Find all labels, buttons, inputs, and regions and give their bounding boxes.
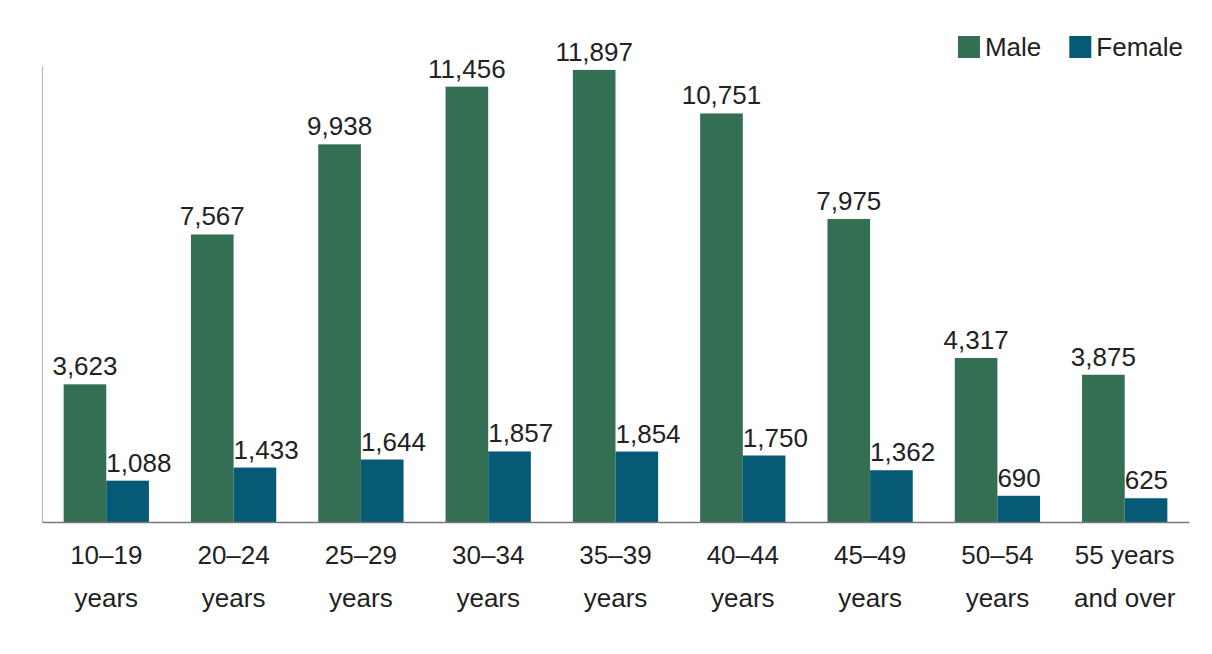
bar [616,452,659,522]
x-tick: 40–44 years [707,540,779,613]
x-tick-label-line: 55 years [1075,540,1175,570]
bar [700,113,743,522]
data-label: 1,750 [743,423,808,453]
data-label: 3,623 [52,351,117,381]
data-labels: 3,623 7,567 9,938 11,456 11,897 10,751 7,975 4,… [52,37,1168,495]
x-tick-label-line: years [202,583,266,613]
legend-label: Female [1096,32,1183,62]
x-tick-label-line: years [74,583,138,613]
x-tick-label-line: 45–49 [834,540,906,570]
data-label: 10,751 [682,80,762,110]
legend-swatch [1069,36,1091,58]
data-label: 690 [997,463,1040,493]
legend-item: Female [1069,32,1183,62]
x-tick-label-line: 20–24 [197,540,269,570]
bar [827,219,870,522]
x-tick-label: 30–34 years [452,540,524,613]
x-tick: 25–29 years [325,540,397,613]
data-label: 7,975 [816,186,881,216]
y-axis [42,67,43,523]
data-label: 7,567 [180,201,245,231]
x-tick-label: 20–24 years [197,540,269,613]
bar [318,144,361,522]
x-tick-label: 25–29 years [325,540,397,613]
x-tick: 10–19 years [70,540,142,613]
y-axis-line [42,67,43,523]
bars [64,70,1168,522]
data-label: 1,362 [870,437,935,467]
x-tick-label: 45–49 years [834,540,906,613]
x-tick-label-line: 35–39 [579,540,651,570]
bar [361,460,404,522]
bar [234,468,277,522]
data-label: 11,897 [555,37,633,67]
x-tick-label-line: years [584,583,648,613]
data-label: 11,456 [428,54,506,84]
x-tick-label: 55 years and over [1074,540,1176,613]
data-label: 1,433 [234,435,299,465]
x-tick-label: 35–39 years [579,540,651,613]
x-tick-label-line: years [456,583,520,613]
x-tick-label: 40–44 years [707,540,779,613]
bar [488,451,531,522]
x-tick: 45–49 years [834,540,906,613]
x-tick: 35–39 years [579,540,651,613]
x-tick-label-line: and over [1074,583,1176,613]
bar [1125,498,1168,522]
x-tick-label-line: years [711,583,775,613]
bar [1082,375,1125,522]
x-tick-label-line: 10–19 [70,540,142,570]
x-tick-label-line: 50–54 [961,540,1033,570]
x-tick-label-line: 25–29 [325,540,397,570]
x-tick: 50–54 years [961,540,1033,613]
legend-item: Male [958,32,1041,62]
x-tick: 30–34 years [452,540,524,613]
x-tick-label-line: years [966,583,1030,613]
x-tick-label-line: years [329,583,393,613]
bar [997,496,1040,522]
bar [446,87,489,522]
data-label: 9,938 [307,111,372,141]
bar [573,70,616,522]
x-tick-label: 10–19 years [70,540,142,613]
series-bars [64,70,1125,522]
legend: Male Female [958,32,1183,62]
legend-swatch [958,36,980,58]
x-axis: 10–19 years 20–24 years 25–29 years 30–34 years… [43,523,1190,614]
bar [955,358,998,522]
bar [191,234,234,522]
x-axis-line [43,522,1190,524]
x-tick-label: 50–54 years [961,540,1033,613]
x-tick-label-line: 30–34 [452,540,524,570]
bar [64,384,107,522]
data-label: 3,875 [1071,342,1136,372]
chart: 10–19 years 20–24 years 25–29 years 30–34 years… [0,0,1212,654]
data-label: 1,644 [361,427,426,457]
bar [743,456,786,523]
x-tick: 20–24 years [197,540,269,613]
bar [870,470,913,522]
x-tick-label-line: 40–44 [707,540,779,570]
x-tick: 55 years and over [1074,540,1176,613]
bar [106,481,149,522]
data-label: 1,857 [488,418,553,448]
legend-label: Male [985,32,1041,62]
data-label: 625 [1125,465,1168,495]
x-tick-label-line: years [838,583,902,613]
data-label: 1,854 [616,419,681,449]
data-label: 4,317 [944,325,1009,355]
data-label: 1,088 [106,448,171,478]
